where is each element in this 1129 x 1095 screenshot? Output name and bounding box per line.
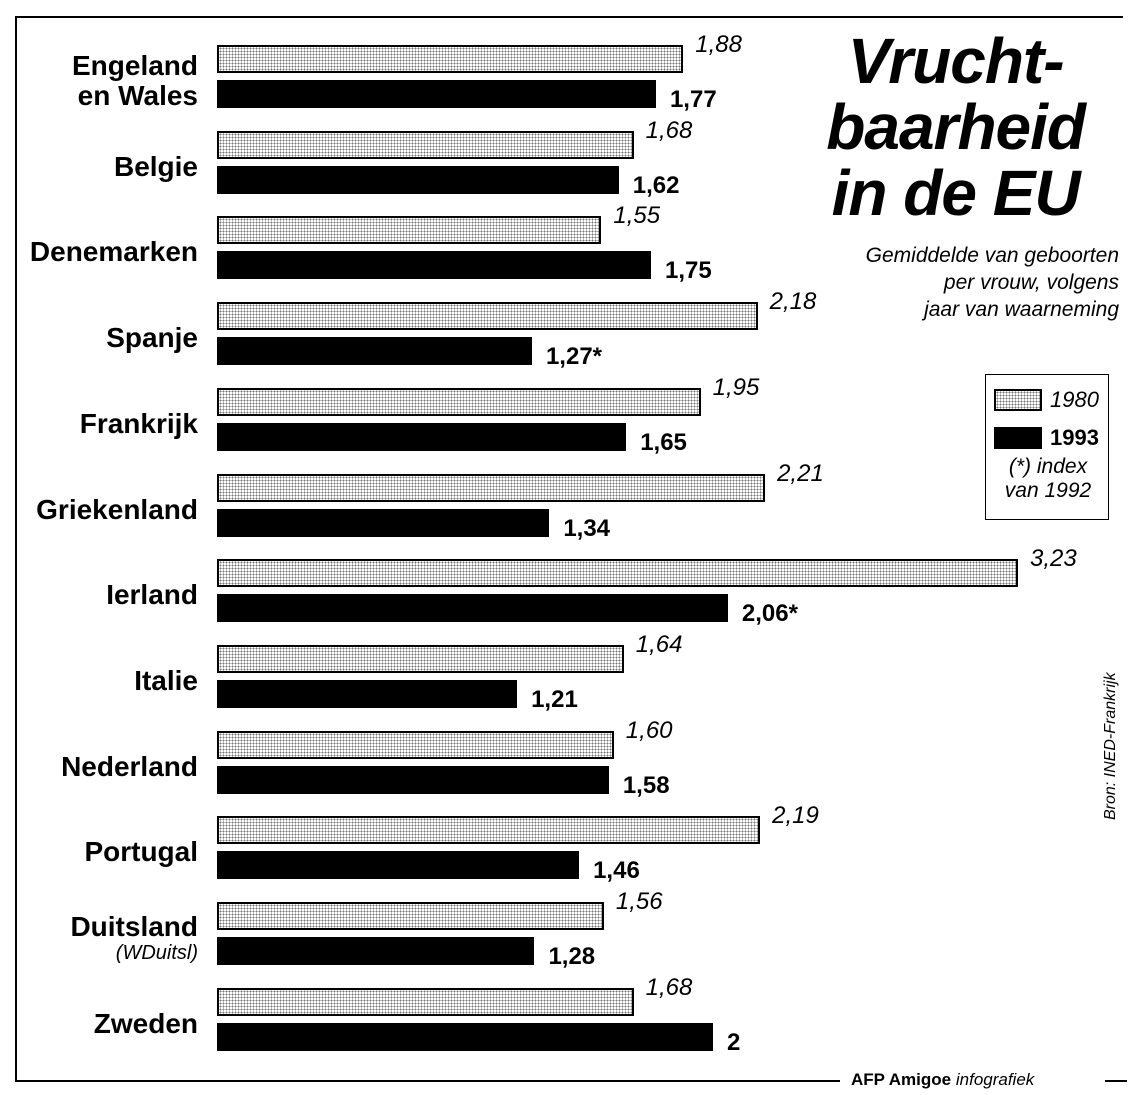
value-label: 2,21 [777, 459, 824, 487]
value-label: 1,34 [563, 514, 611, 542]
value-label: 3,23 [1030, 545, 1077, 573]
bar [217, 937, 535, 965]
value-label: 2 [727, 1028, 741, 1056]
value-label: 1,58 [622, 771, 670, 799]
legend-swatch [994, 427, 1042, 449]
bar [217, 679, 518, 708]
category-label: Ierland [106, 580, 198, 610]
bar [217, 473, 766, 502]
category-label: Engeland en Wales [72, 51, 198, 111]
legend-note: (*) index van 1992 [1004, 455, 1092, 502]
category-label: Duitsland (WDuitsl) [70, 911, 198, 965]
value-label: 2,18 [769, 288, 817, 316]
value-label: 2,19 [772, 802, 819, 830]
value-label: 1,62 [632, 171, 680, 199]
category-label: Italie [134, 664, 198, 696]
category-name: Griekenland [36, 493, 198, 525]
bar [217, 165, 619, 194]
bar [217, 559, 1019, 588]
value-label: 1,21 [531, 685, 578, 713]
category-label: Nederland [61, 750, 198, 782]
bar [217, 337, 532, 366]
source: Bron: INED-Frankrijk [1102, 672, 1119, 820]
bar [217, 594, 728, 623]
bar [217, 644, 624, 673]
category-label: Frankrijk [79, 407, 198, 439]
legend-swatch [994, 389, 1042, 411]
bar [217, 765, 609, 794]
chart-subtitle: Gemiddelde van geboorten per vrouw, volg… [865, 244, 1119, 321]
frame-left [15, 16, 17, 1082]
bar [217, 987, 634, 1016]
value-label: 1,60 [625, 716, 673, 744]
legend: 1980 1993 (*) index van 1992 [985, 374, 1109, 520]
legend-label: 1993 [1050, 425, 1099, 450]
category-name: Italie [134, 664, 198, 696]
category-label: Portugal [84, 837, 198, 867]
value-label: 1,56 [615, 888, 663, 915]
bar [217, 508, 550, 537]
category-name: Zweden [93, 1007, 198, 1039]
legend-label: 1980 [1050, 387, 1099, 412]
bar [217, 251, 651, 280]
bar [217, 422, 627, 451]
value-label: 1,68 [645, 973, 693, 1001]
value-label: 1,64 [635, 630, 683, 658]
category-name: Engeland en Wales [71, 50, 198, 111]
category-name: Belgie [113, 150, 198, 182]
credit-brand: AFP Amigoe [851, 1070, 952, 1089]
category-name: Spanje [106, 322, 198, 354]
value-label: 1,28 [548, 943, 596, 970]
bar [217, 730, 614, 759]
bar [217, 902, 604, 930]
value-label: 1,27* [545, 343, 603, 371]
category-label: Spanje [106, 323, 198, 353]
category-name: Frankrijk [79, 407, 198, 439]
credit: AFP Amigoe infografiek [851, 1070, 1034, 1090]
category-name: Duitsland [70, 911, 198, 942]
category-subtitle: (WDuitsl) [115, 942, 198, 964]
category-name: Portugal [84, 836, 198, 868]
bar [217, 1022, 713, 1051]
bar [217, 216, 602, 245]
credit-label: infografiek [955, 1070, 1035, 1089]
chart-title: Vrucht- baarheid in de EU [826, 25, 1086, 229]
category-label: Griekenland [36, 493, 198, 525]
bar [217, 130, 634, 159]
bar [217, 816, 761, 845]
value-label: 1,77 [669, 86, 717, 113]
category-label: Belgie [113, 150, 198, 182]
bar [217, 851, 580, 880]
bar [217, 45, 684, 73]
frame-bottom [15, 1080, 840, 1082]
frame-bottom-right [1105, 1080, 1127, 1082]
value-label: 1,88 [695, 31, 742, 58]
value-label: 2,06* [741, 600, 798, 628]
frame-top [15, 16, 1123, 18]
value-label: 1,65 [640, 428, 687, 456]
value-label: 1,46 [593, 857, 640, 885]
category-label: Zweden [93, 1007, 198, 1039]
value-label: 1,68 [645, 116, 693, 144]
category-name: Denemarken [29, 236, 198, 268]
value-label: 1,75 [665, 257, 712, 285]
value-label: 1,95 [712, 373, 760, 401]
value-label: 1,55 [613, 202, 661, 230]
bar [217, 387, 701, 416]
category-name: Nederland [61, 750, 198, 782]
bar [217, 302, 758, 331]
category-name: Ierland [106, 579, 198, 611]
category-label: Denemarken [30, 237, 198, 267]
bar [217, 80, 656, 108]
